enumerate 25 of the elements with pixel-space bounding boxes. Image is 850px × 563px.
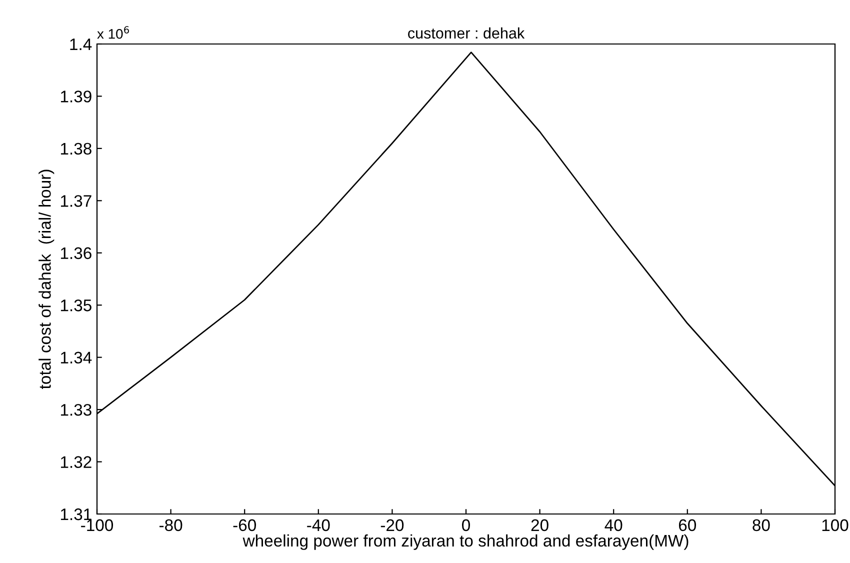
y-tick-label: 1.37 (60, 195, 92, 207)
chart-title: customer : dehak (408, 27, 525, 39)
y-tick-label: 1.35 (60, 300, 92, 312)
x-tick-label: -80 (159, 519, 182, 532)
x-tick-label: -100 (81, 519, 114, 532)
y-tick-label: 1.33 (60, 404, 92, 416)
x-tick-label: 60 (678, 519, 696, 532)
y-tick-label: 1.38 (60, 142, 92, 155)
y-tick-label: 1.36 (60, 247, 92, 260)
x-tick-label: 40 (604, 519, 622, 532)
y-tick-label: 1.39 (60, 90, 92, 102)
x-tick-label: -60 (233, 519, 256, 532)
x-tick-label: 20 (531, 519, 548, 532)
x-tick-label: 100 (822, 519, 848, 532)
x-axis-title: wheeling power from ziyaran to shahrod and esfarayen(MW) (242, 534, 688, 550)
y-tick-label: 1.4 (70, 38, 92, 50)
x-tick-label: -40 (307, 519, 330, 532)
x-tick-label: 80 (752, 519, 770, 532)
y-tick-label: 1.32 (60, 456, 92, 468)
y-axis-title: total cost of dahak (rial/ hour) (38, 170, 54, 389)
y-tick-label: 1.34 (60, 352, 92, 364)
y-tick-label: 1.31 (60, 508, 92, 520)
x-tick-label: -20 (380, 519, 404, 532)
x-tick-label: 0 (462, 519, 470, 532)
text: x 10$^{6}$ (97, 26, 129, 39)
